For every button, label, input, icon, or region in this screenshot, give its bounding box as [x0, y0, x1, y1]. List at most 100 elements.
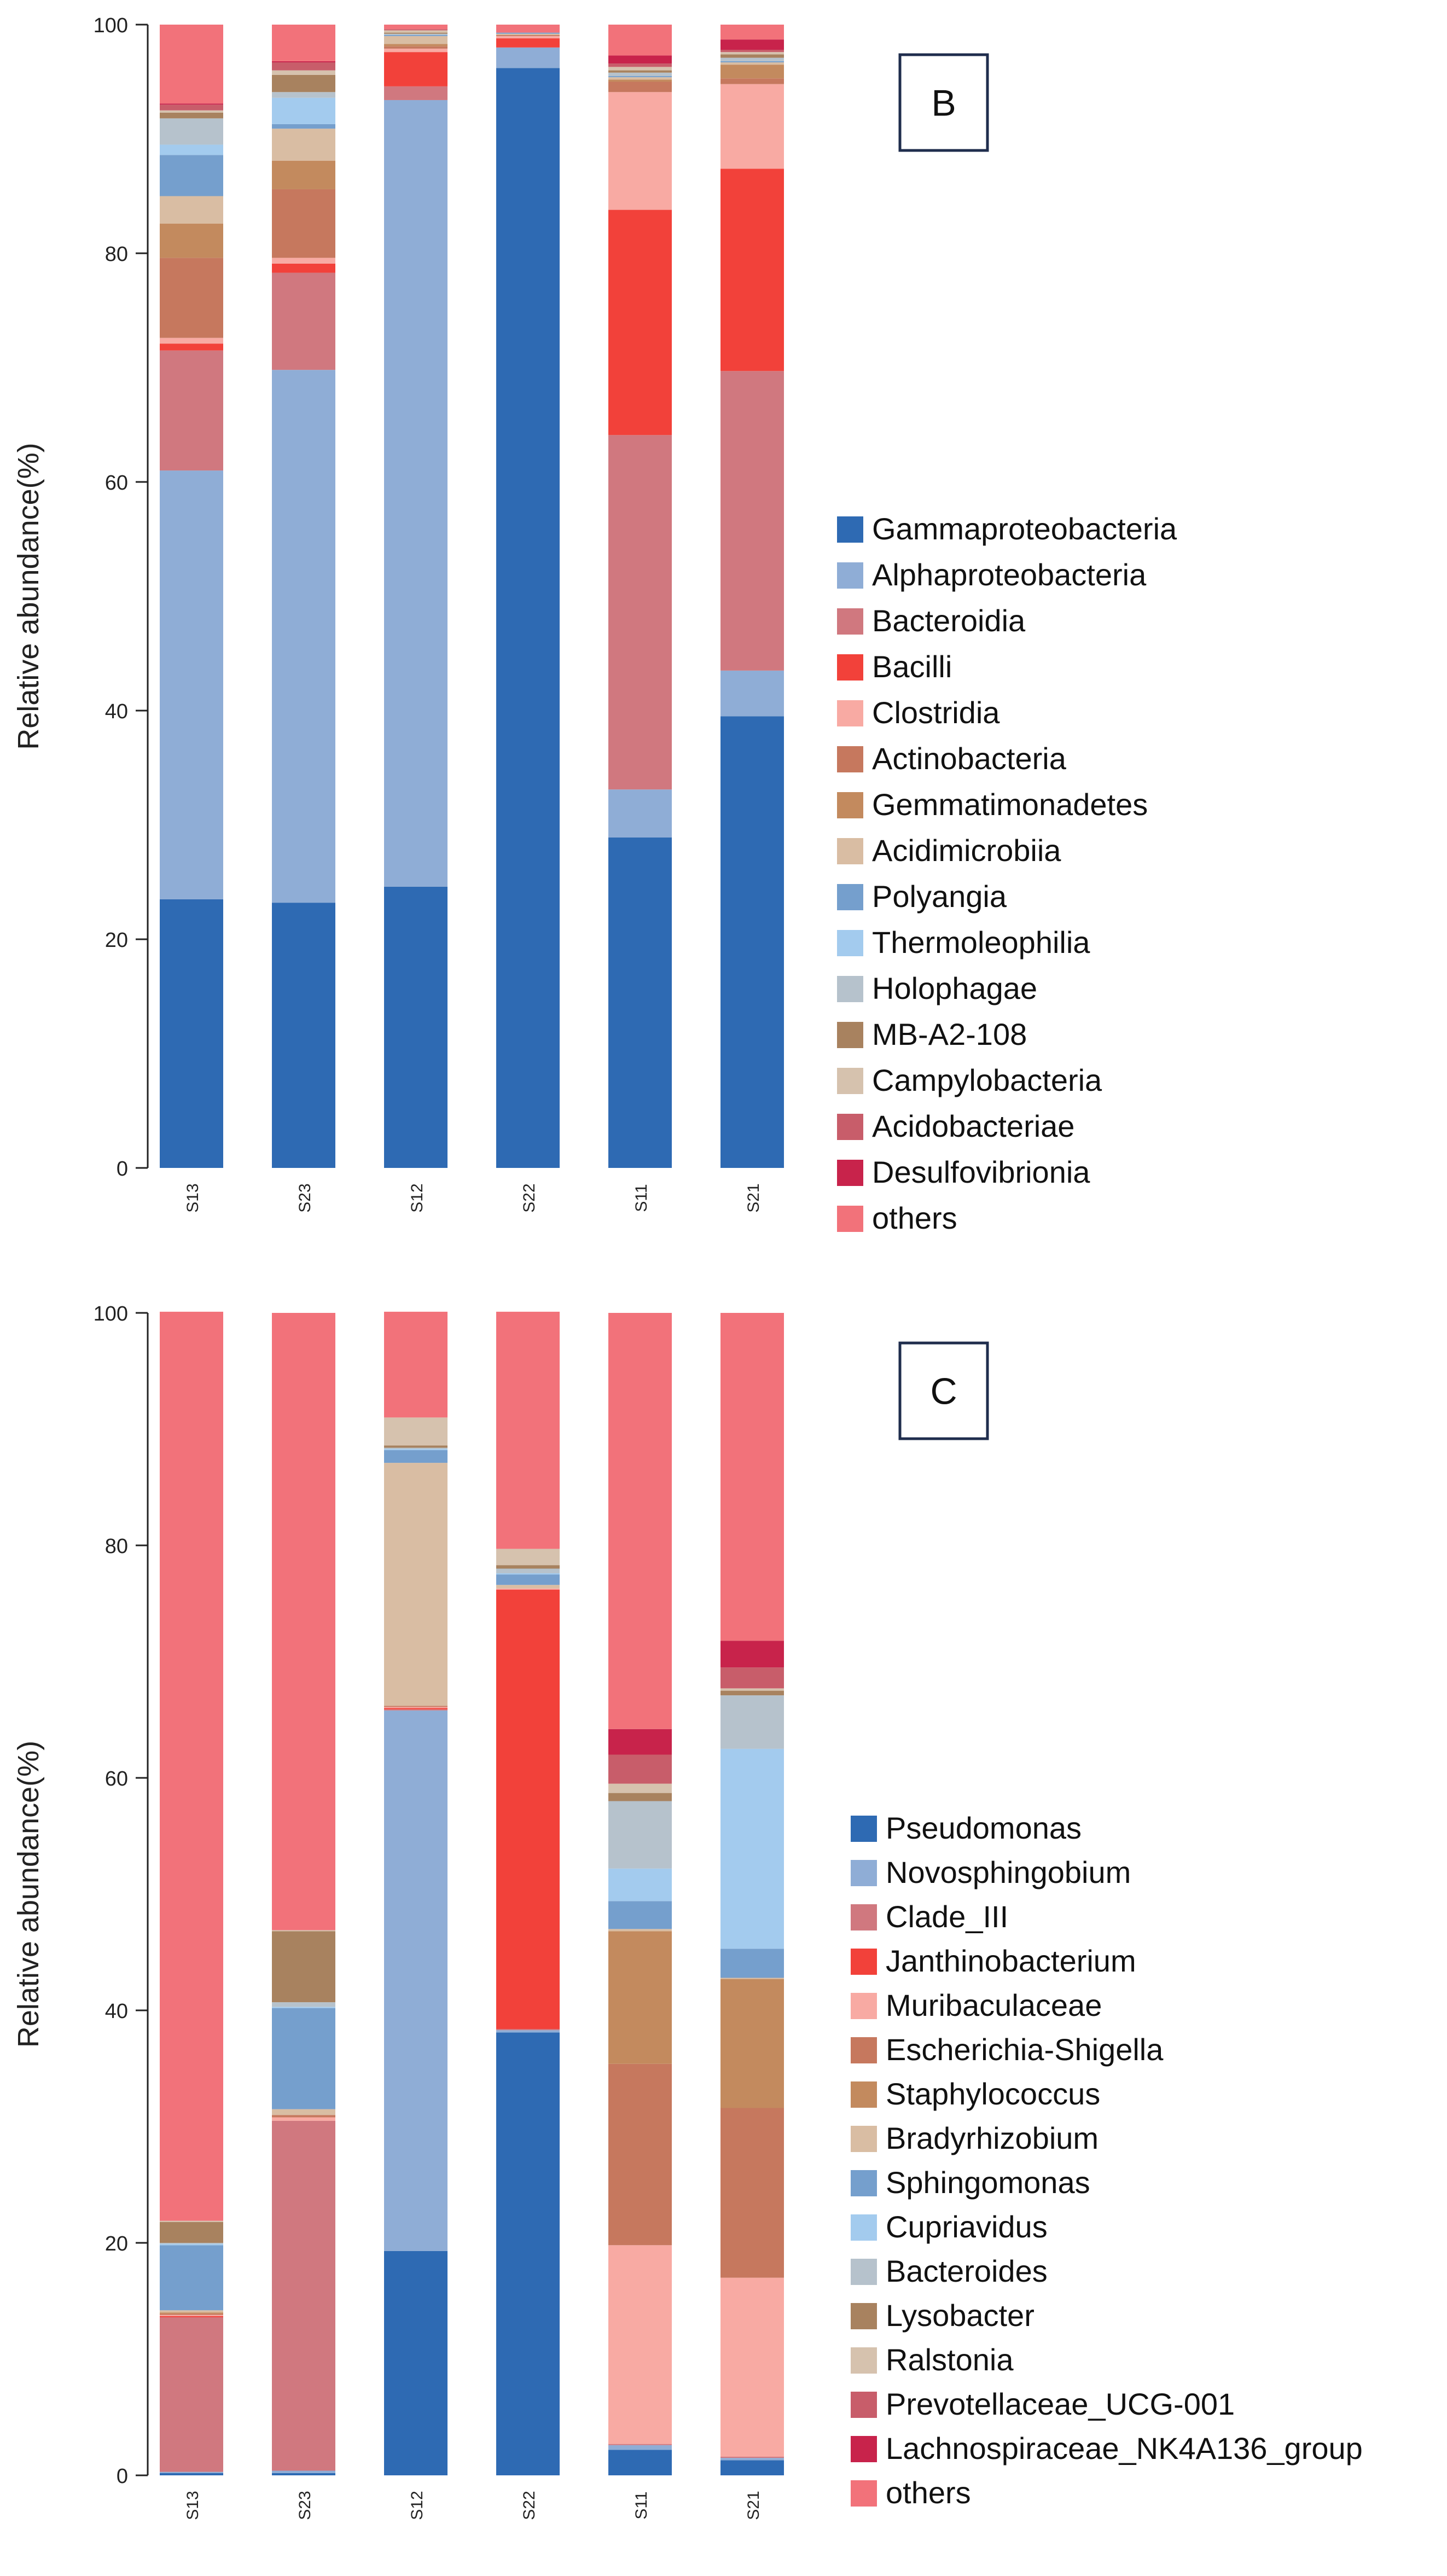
- bar-segment: [272, 263, 335, 273]
- bar-segment: [384, 33, 448, 35]
- bar-segment: [496, 1585, 560, 1589]
- bar-segment: [384, 86, 448, 100]
- bar-segment: [160, 2473, 223, 2475]
- y-tick-label: 80: [105, 243, 128, 266]
- bar-segment: [160, 2310, 223, 2313]
- bar-segment: [160, 2472, 223, 2473]
- bar-segment: [160, 144, 223, 155]
- legend-swatch: [837, 1206, 863, 1232]
- bar-segment: [496, 1549, 560, 1566]
- legend-swatch: [851, 2126, 877, 2152]
- bar-segment: [496, 1565, 560, 1569]
- bar-segment: [496, 2032, 560, 2475]
- legend-label: Bacilli: [872, 649, 952, 684]
- bar-segment: [384, 1445, 448, 1448]
- bar-segment: [720, 371, 784, 671]
- bar-segment: [496, 25, 560, 33]
- legend-label: others: [872, 1201, 957, 1235]
- x-tick-label: S23: [296, 1183, 314, 1212]
- bar-segment: [608, 82, 672, 92]
- legend-swatch: [851, 2214, 877, 2241]
- bar-segment: [384, 36, 448, 44]
- bar-segment: [160, 338, 223, 344]
- bar-segment: [720, 1978, 784, 1979]
- y-tick-label: 60: [105, 1767, 128, 1790]
- bar-segment: [160, 2245, 223, 2311]
- legend-swatch: [851, 1904, 877, 1930]
- legend-label: Clostridia: [872, 695, 1000, 730]
- y-tick-label: 80: [105, 1535, 128, 1558]
- bar-segment: [608, 1929, 672, 1932]
- legend-swatch: [837, 976, 863, 1002]
- legend-swatch: [837, 654, 863, 681]
- bar-segment: [160, 196, 223, 224]
- bar-segment: [384, 886, 448, 1168]
- legend-swatch: [837, 700, 863, 726]
- bar-segment: [608, 55, 672, 64]
- x-tick-label: S13: [184, 2491, 202, 2520]
- bar-segment: [384, 1710, 448, 2251]
- bar-segment: [384, 52, 448, 86]
- bar-segment: [720, 1748, 784, 1949]
- bar-segment: [160, 2312, 223, 2314]
- bar-segment: [384, 1708, 448, 1709]
- legend-label: Lachnospiraceae_NK4A136_group: [886, 2431, 1363, 2465]
- y-tick-label: 100: [94, 1302, 128, 1325]
- bar-segment: [272, 1313, 335, 1930]
- bar-segment: [496, 1573, 560, 1575]
- legend-swatch: [851, 1949, 877, 1975]
- bar-segment: [272, 70, 335, 75]
- x-tick-label: S13: [184, 1183, 202, 1212]
- bar-segment: [608, 1901, 672, 1929]
- x-tick-label: S22: [520, 1183, 538, 1212]
- chart-panel-c: 0 20 40 60 80 100 Relative abundance(%) S13 S23 S…: [12, 1302, 1363, 2520]
- bar-segment: [608, 92, 672, 210]
- bar-segment: [720, 78, 784, 84]
- legend-swatch: [851, 2170, 877, 2196]
- bar-segment: [608, 1801, 672, 1869]
- bar-segment: [496, 38, 560, 48]
- bar-segment: [160, 2220, 223, 2222]
- bar-segment: [608, 70, 672, 73]
- bar-segment: [272, 97, 335, 124]
- bar-segment: [496, 1589, 560, 2029]
- bar-segment: [160, 2316, 223, 2317]
- bar-segment: [160, 2244, 223, 2246]
- bar-segment: [384, 2251, 448, 2475]
- bar-segment: [496, 34, 560, 36]
- bar-segment: [720, 168, 784, 371]
- x-tick-label: S11: [632, 1184, 650, 1212]
- bar-segment: [160, 2313, 223, 2315]
- bar-segment: [720, 39, 784, 50]
- bar-segment: [272, 74, 335, 92]
- legend-swatch: [851, 2347, 877, 2374]
- bar-segment: [272, 1930, 335, 1932]
- panel-label: C: [930, 1371, 957, 1412]
- legend-swatch: [851, 1860, 877, 1886]
- bar-segment: [720, 1313, 784, 1641]
- y-tick-label: 40: [105, 2000, 128, 2023]
- bar-segment: [272, 2117, 335, 2121]
- bar-segment: [608, 1783, 672, 1793]
- bar-segment: [720, 716, 784, 1168]
- bar-segment: [720, 54, 784, 58]
- bar-segment: [272, 1931, 335, 2003]
- bar-segment: [160, 2222, 223, 2243]
- bar-segment: [496, 33, 560, 35]
- legend-label: Bradyrhizobium: [886, 2121, 1099, 2155]
- bar-segment: [608, 77, 672, 80]
- bar-segment: [720, 2277, 784, 2457]
- bar-segment: [272, 272, 335, 370]
- bar-segment: [720, 61, 784, 62]
- bar-segment: [720, 52, 784, 55]
- bar-segment: [160, 350, 223, 471]
- bar-segment: [608, 1793, 672, 1801]
- legend-label: Prevotellaceae_UCG-001: [886, 2387, 1235, 2421]
- bar-segment: [272, 129, 335, 161]
- bar-segment: [384, 44, 448, 46]
- bar-segment: [496, 1588, 560, 1590]
- legend-label: Clade_III: [886, 1899, 1008, 1934]
- legend-label: Holophagae: [872, 971, 1037, 1005]
- bar-segment: [496, 68, 560, 1168]
